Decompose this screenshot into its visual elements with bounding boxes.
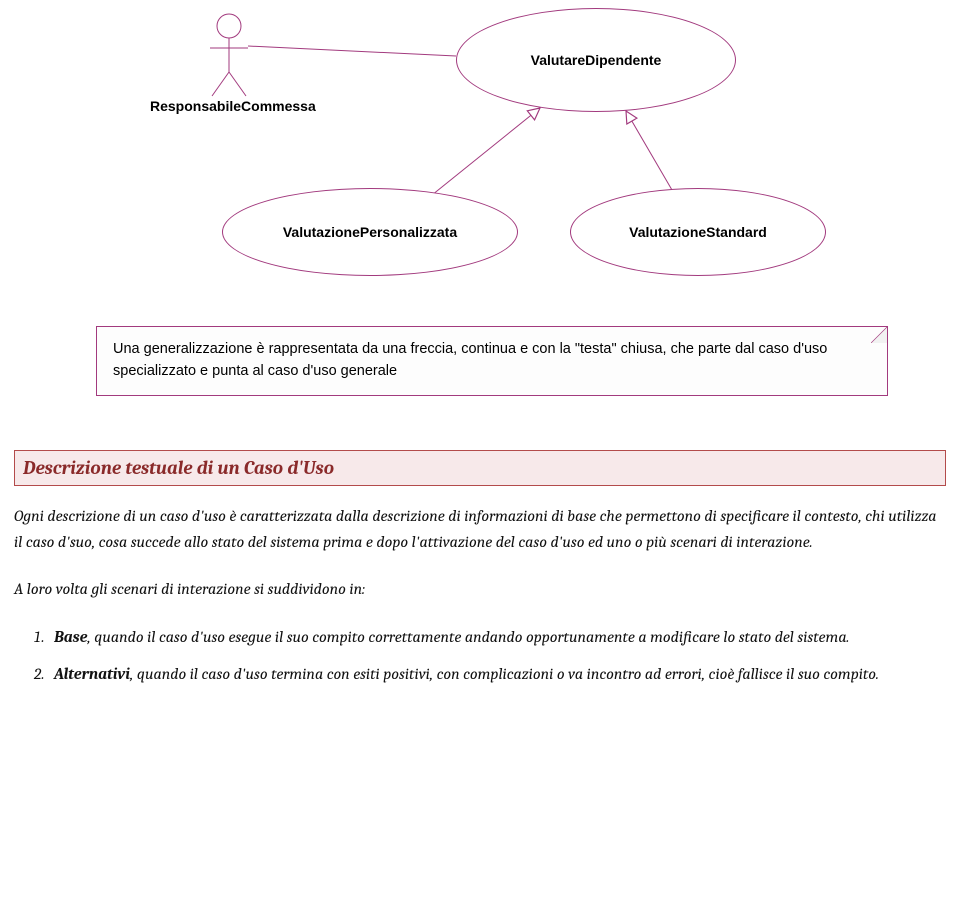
usecase-child-2: ValutazioneStandard	[570, 188, 826, 276]
section-header-text: Descrizione testuale di un Caso d'Uso	[23, 457, 334, 479]
paragraph-2: A loro volta gli scenari di interazione …	[14, 577, 946, 603]
list-item-bold: Base	[54, 628, 87, 646]
section-header: Descrizione testuale di un Caso d'Uso	[14, 450, 946, 486]
uml-usecase-diagram: ResponsabileCommessa ValutareDipendente …	[0, 0, 960, 420]
uml-note-text: Una generalizzazione è rappresentata da …	[113, 341, 827, 379]
edge-association	[248, 46, 456, 56]
usecase-child-1: ValutazionePersonalizzata	[222, 188, 518, 276]
list-item-rest: , quando il caso d'uso termina con esiti…	[130, 665, 879, 683]
usecase-parent: ValutareDipendente	[456, 8, 736, 112]
actor-label-wrap: ResponsabileCommessa	[150, 98, 310, 116]
actor-figure	[210, 14, 248, 96]
actor-label: ResponsabileCommessa	[150, 98, 316, 114]
edge-generalization-1	[432, 108, 540, 195]
paragraph-1: Ogni descrizione di un caso d'uso è cara…	[14, 504, 946, 555]
list-item: Base, quando il caso d'uso esegue il suo…	[48, 625, 946, 651]
edge-generalization-2	[626, 111, 672, 190]
uml-note: Una generalizzazione è rappresentata da …	[96, 326, 888, 396]
usecase-child-1-label: ValutazionePersonalizzata	[283, 224, 457, 240]
note-corner-icon	[871, 327, 887, 343]
list-item: Alternativi, quando il caso d'uso termin…	[48, 662, 946, 688]
list-item-rest: , quando il caso d'uso esegue il suo com…	[87, 628, 849, 646]
list-item-bold: Alternativi	[54, 665, 130, 683]
usecase-child-2-label: ValutazioneStandard	[629, 224, 767, 240]
scenario-list: Base, quando il caso d'uso esegue il suo…	[48, 625, 946, 688]
usecase-parent-label: ValutareDipendente	[531, 52, 662, 68]
